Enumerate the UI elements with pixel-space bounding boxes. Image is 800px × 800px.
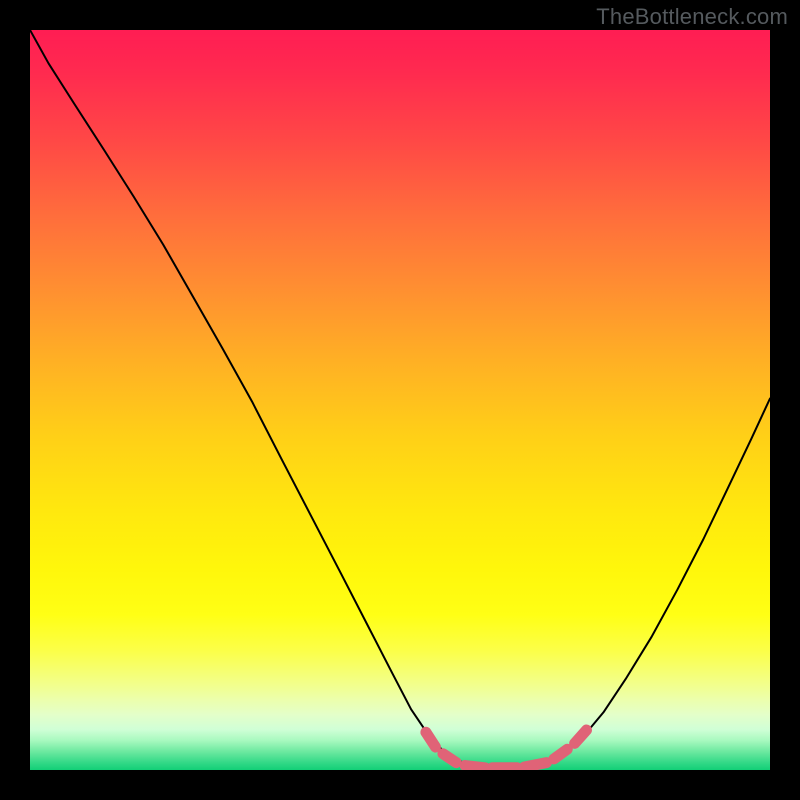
bottleneck-chart: TheBottleneck.com [0,0,800,800]
plot-svg [30,30,770,770]
valley-marker-segment [524,763,546,767]
watermark-text: TheBottleneck.com [596,4,788,30]
plot-area [30,30,770,770]
gradient-background [30,30,770,770]
valley-marker-segment [554,749,567,759]
valley-marker-segment [465,766,485,768]
valley-marker-segment [443,754,456,763]
